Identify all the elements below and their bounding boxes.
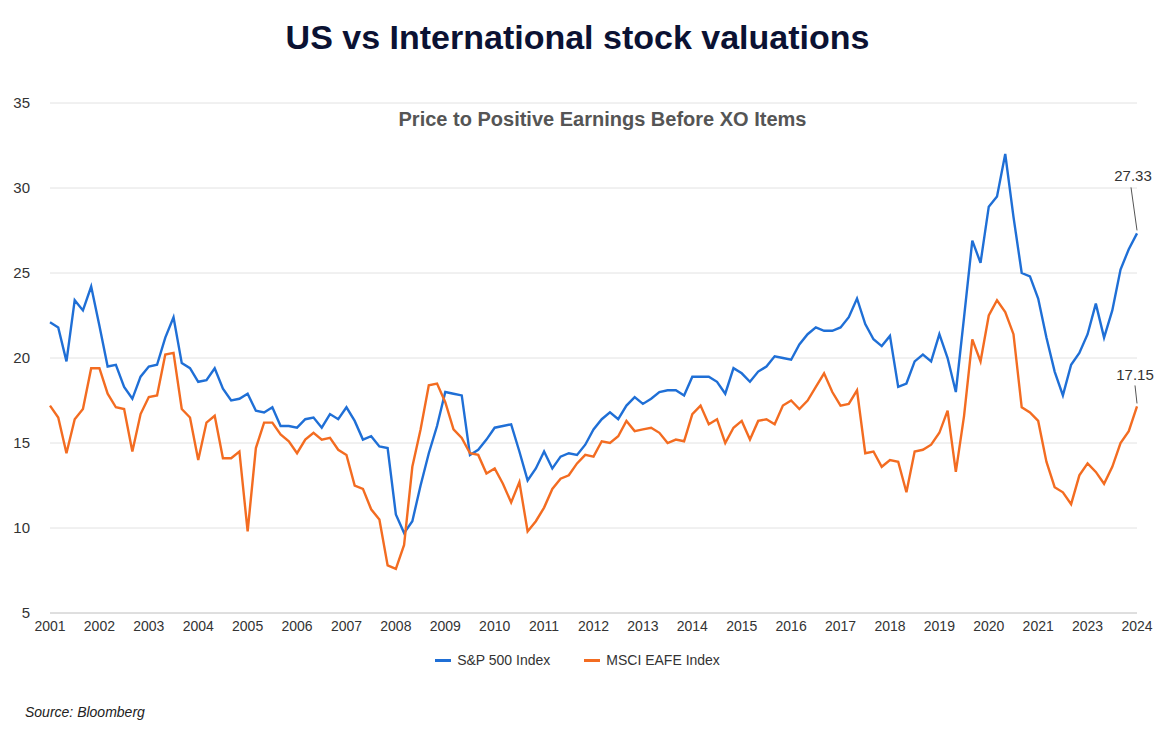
svg-text:2007: 2007: [331, 618, 362, 634]
svg-text:2019: 2019: [924, 618, 955, 634]
svg-text:5: 5: [22, 604, 30, 621]
svg-text:2023: 2023: [1072, 618, 1103, 634]
svg-text:2024: 2024: [1121, 618, 1147, 634]
svg-text:10: 10: [13, 519, 30, 536]
svg-text:2010: 2010: [479, 618, 510, 634]
svg-text:35: 35: [13, 94, 30, 111]
html-text:Source: Bloomberg: Source: Bloomberg: [25, 704, 145, 720]
svg-text:2015: 2015: [726, 618, 757, 634]
svg-text:2021: 2021: [1023, 618, 1054, 634]
svg-text:2016: 2016: [776, 618, 807, 634]
svg-text:2002: 2002: [84, 618, 115, 634]
svg-text:2003: 2003: [133, 618, 164, 634]
svg-text:2001: 2001: [34, 618, 65, 634]
svg-text:30: 30: [13, 179, 30, 196]
svg-text:2020: 2020: [973, 618, 1004, 634]
svg-text:2009: 2009: [430, 618, 461, 634]
svg-text:15: 15: [13, 434, 30, 451]
html-text:US vs International stock valu: US vs International stock valuations: [285, 18, 870, 56]
html-text:S&P 500 Index: S&P 500 Index: [457, 652, 551, 668]
svg-text:2011: 2011: [529, 618, 559, 634]
svg-text:2012: 2012: [578, 618, 609, 634]
svg-text:2005: 2005: [232, 618, 263, 634]
svg-text:2018: 2018: [874, 618, 905, 634]
svg-text:27.33: 27.33: [1114, 167, 1147, 184]
svg-text:25: 25: [13, 264, 30, 281]
svg-text:2017: 2017: [825, 618, 856, 634]
svg-text:2004: 2004: [183, 618, 214, 634]
html-text:MSCI EAFE Index: MSCI EAFE Index: [606, 652, 720, 668]
svg-text:17.15: 17.15: [1116, 366, 1147, 383]
svg-text:2006: 2006: [281, 618, 312, 634]
svg-text:2013: 2013: [627, 618, 658, 634]
html-text:Price to Positive Earnings Bef: Price to Positive Earnings Before XO Ite…: [398, 108, 807, 130]
svg-text:2014: 2014: [677, 618, 708, 634]
svg-text:20: 20: [13, 349, 30, 366]
svg-text:2008: 2008: [380, 618, 411, 634]
